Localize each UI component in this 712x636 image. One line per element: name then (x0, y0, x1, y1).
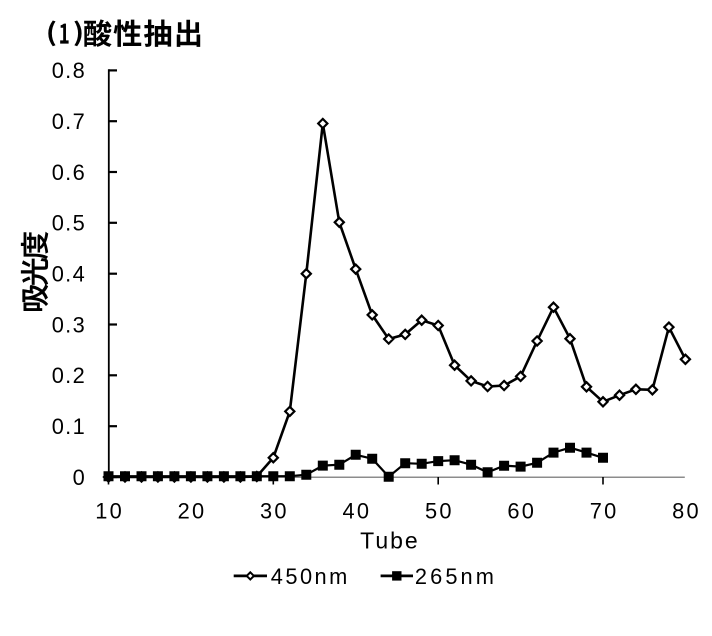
svg-text:0.3: 0.3 (52, 312, 85, 337)
svg-text:0.8: 0.8 (52, 58, 85, 83)
svg-text:265nm: 265nm (415, 564, 494, 589)
svg-text:0: 0 (73, 465, 85, 490)
svg-text:0.4: 0.4 (52, 262, 85, 287)
svg-text:0.7: 0.7 (52, 109, 85, 134)
svg-text:450nm: 450nm (271, 564, 348, 589)
svg-text:0.5: 0.5 (52, 211, 85, 236)
svg-text:0.2: 0.2 (52, 363, 85, 388)
svg-text:0.1: 0.1 (52, 414, 85, 439)
svg-text:0.6: 0.6 (52, 160, 85, 185)
